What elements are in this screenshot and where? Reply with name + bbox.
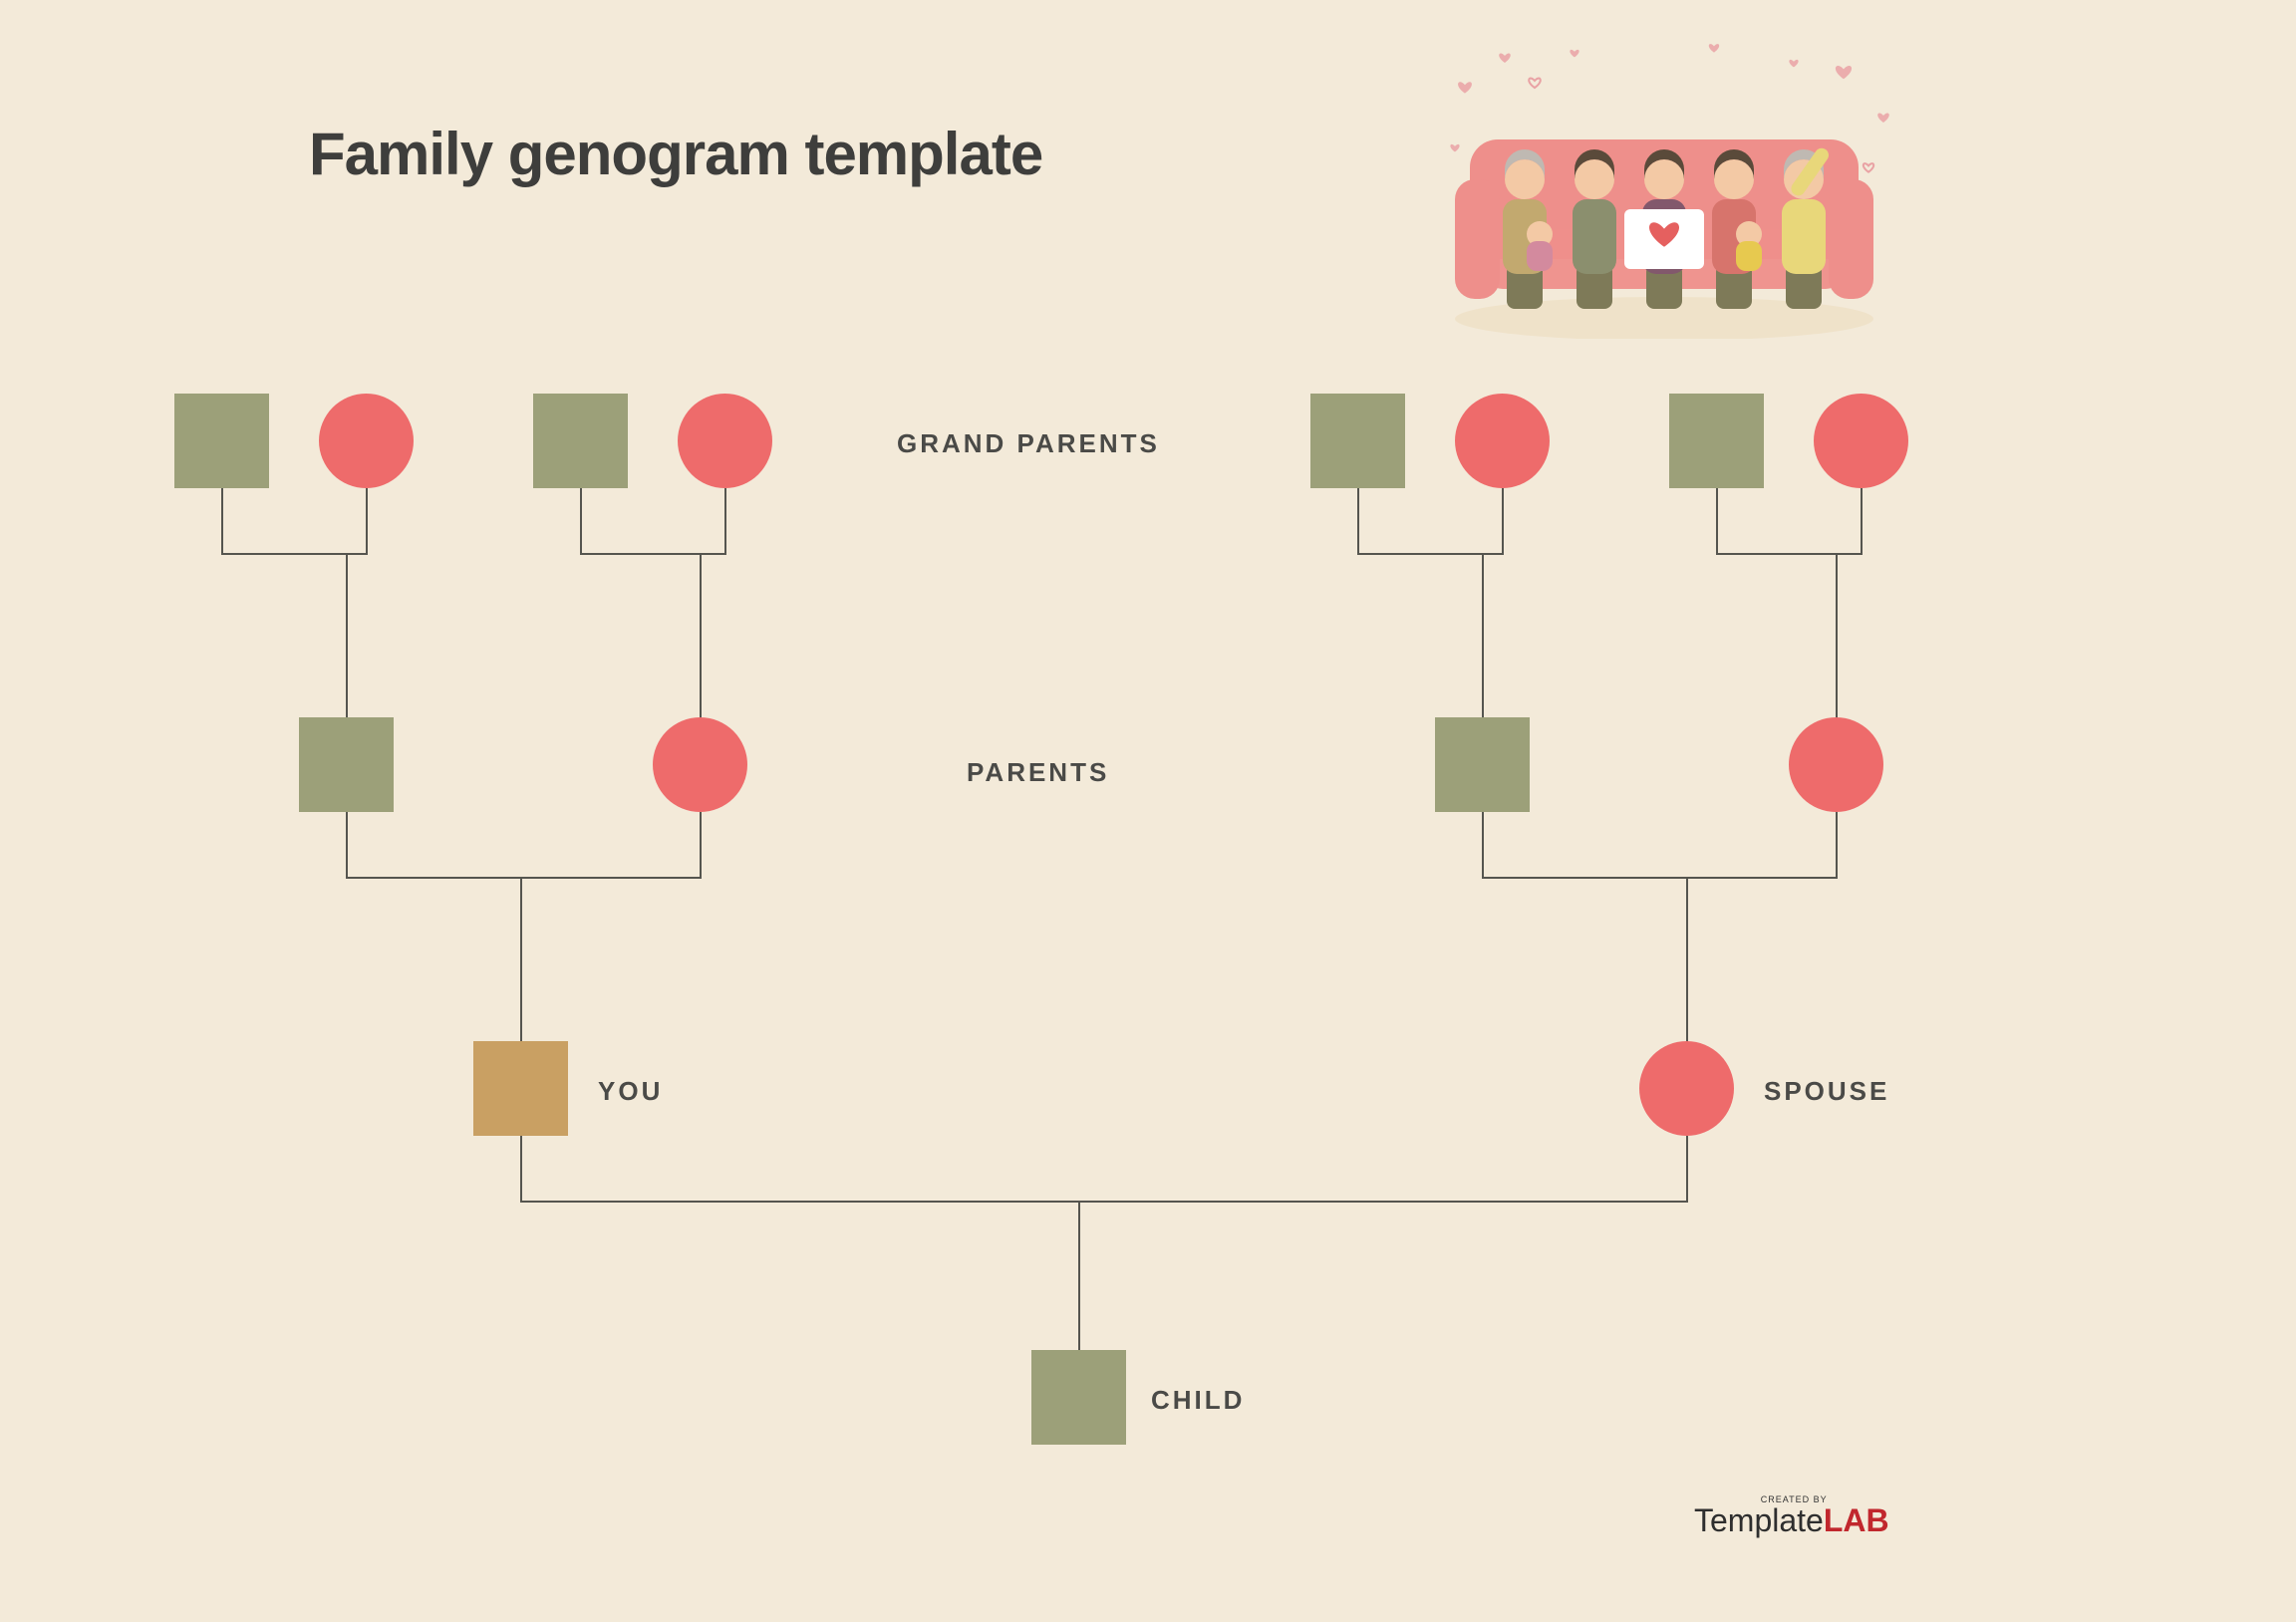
- genogram-stage: Family genogram template GRAND PARENTS PA…: [0, 0, 2296, 1622]
- connector-h: [346, 877, 702, 879]
- spouse-label: SPOUSE: [1764, 1076, 1889, 1107]
- connector-v: [1686, 877, 1688, 1043]
- connector-v: [700, 812, 702, 879]
- connector-v: [366, 488, 368, 555]
- connector-v: [1836, 553, 1838, 719]
- node-spouse: [1639, 1041, 1734, 1136]
- connector-v: [700, 553, 702, 719]
- node-par-a-m: [299, 717, 394, 812]
- connector-v: [520, 877, 522, 1043]
- family-illustration: [1415, 30, 1913, 339]
- node-you: [473, 1041, 568, 1136]
- child-label: CHILD: [1151, 1385, 1245, 1416]
- connector-v: [221, 488, 223, 555]
- connector-v: [1357, 488, 1359, 555]
- connector-v: [1078, 1201, 1080, 1352]
- page-title: Family genogram template: [309, 120, 1042, 188]
- logo-word-template: Template: [1694, 1502, 1824, 1538]
- connector-v: [346, 812, 348, 879]
- connector-h: [1482, 877, 1838, 879]
- templatelab-logo: CREATED BY TemplateLAB: [1694, 1494, 1889, 1539]
- connector-v: [346, 553, 348, 719]
- node-par-b-m: [1435, 717, 1530, 812]
- grandparents-label: GRAND PARENTS: [897, 428, 1160, 459]
- connector-v: [1482, 812, 1484, 879]
- connector-v: [1836, 812, 1838, 879]
- node-gp-c-m: [1310, 394, 1405, 488]
- node-par-b-f: [1789, 717, 1883, 812]
- you-label: YOU: [598, 1076, 663, 1107]
- node-gp-a-f: [319, 394, 414, 488]
- node-gp-b-f: [678, 394, 772, 488]
- parents-label: PARENTS: [967, 757, 1109, 788]
- connector-v: [1502, 488, 1504, 555]
- connector-v: [520, 1136, 522, 1203]
- connector-h: [580, 553, 726, 555]
- connector-v: [1686, 1136, 1688, 1203]
- connector-h: [1716, 553, 1863, 555]
- connector-v: [1482, 553, 1484, 719]
- connector-v: [580, 488, 582, 555]
- connector-v: [1861, 488, 1863, 555]
- node-gp-a-m: [174, 394, 269, 488]
- connector-v: [1716, 488, 1718, 555]
- node-par-a-f: [653, 717, 747, 812]
- connector-v: [724, 488, 726, 555]
- node-gp-b-m: [533, 394, 628, 488]
- node-child: [1031, 1350, 1126, 1445]
- node-gp-d-f: [1814, 394, 1908, 488]
- logo-word-lab: LAB: [1824, 1502, 1889, 1538]
- node-gp-d-m: [1669, 394, 1764, 488]
- node-gp-c-f: [1455, 394, 1550, 488]
- connector-h: [520, 1201, 1688, 1203]
